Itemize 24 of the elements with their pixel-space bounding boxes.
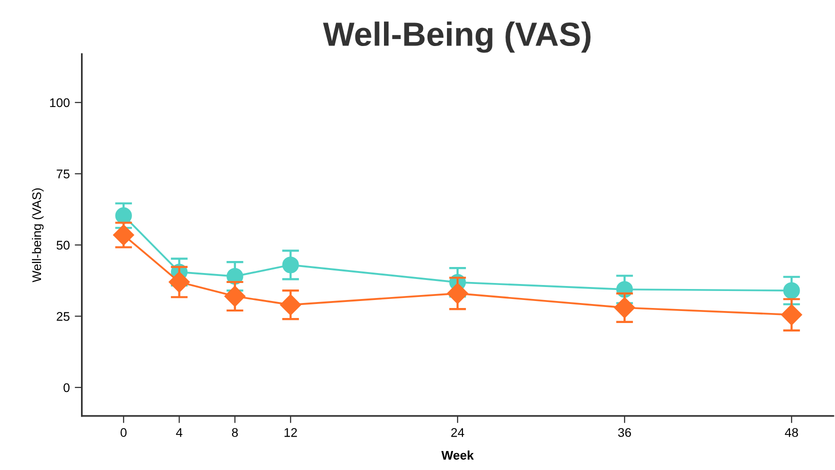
x-tick-label: 48 bbox=[784, 428, 798, 437]
point bbox=[224, 286, 246, 307]
point bbox=[282, 256, 299, 274]
point bbox=[781, 304, 802, 326]
y-tick-label: 0 bbox=[64, 383, 70, 392]
point bbox=[783, 282, 800, 299]
y-tick-label: 100 bbox=[50, 98, 70, 108]
x-tick-label: 8 bbox=[232, 428, 238, 437]
point bbox=[447, 282, 468, 304]
y-axis-title: Well-being (VAS) bbox=[32, 188, 44, 282]
point bbox=[280, 294, 302, 316]
y-tick-label: 50 bbox=[56, 240, 70, 250]
point bbox=[115, 207, 132, 224]
x-tick-label: 12 bbox=[284, 428, 297, 437]
point bbox=[168, 272, 190, 293]
y-tick-label: 75 bbox=[56, 170, 70, 178]
x-tick-label: 0 bbox=[120, 428, 127, 437]
x-tick-label: 36 bbox=[618, 428, 631, 437]
x-tick-label: 4 bbox=[176, 428, 182, 437]
chart-title: Well-Being (VAS) bbox=[323, 22, 591, 53]
y-tick-label: 25 bbox=[56, 312, 70, 321]
x-axis-title: Week bbox=[441, 450, 474, 460]
x-tick-label: 24 bbox=[451, 428, 464, 437]
point bbox=[614, 297, 636, 318]
